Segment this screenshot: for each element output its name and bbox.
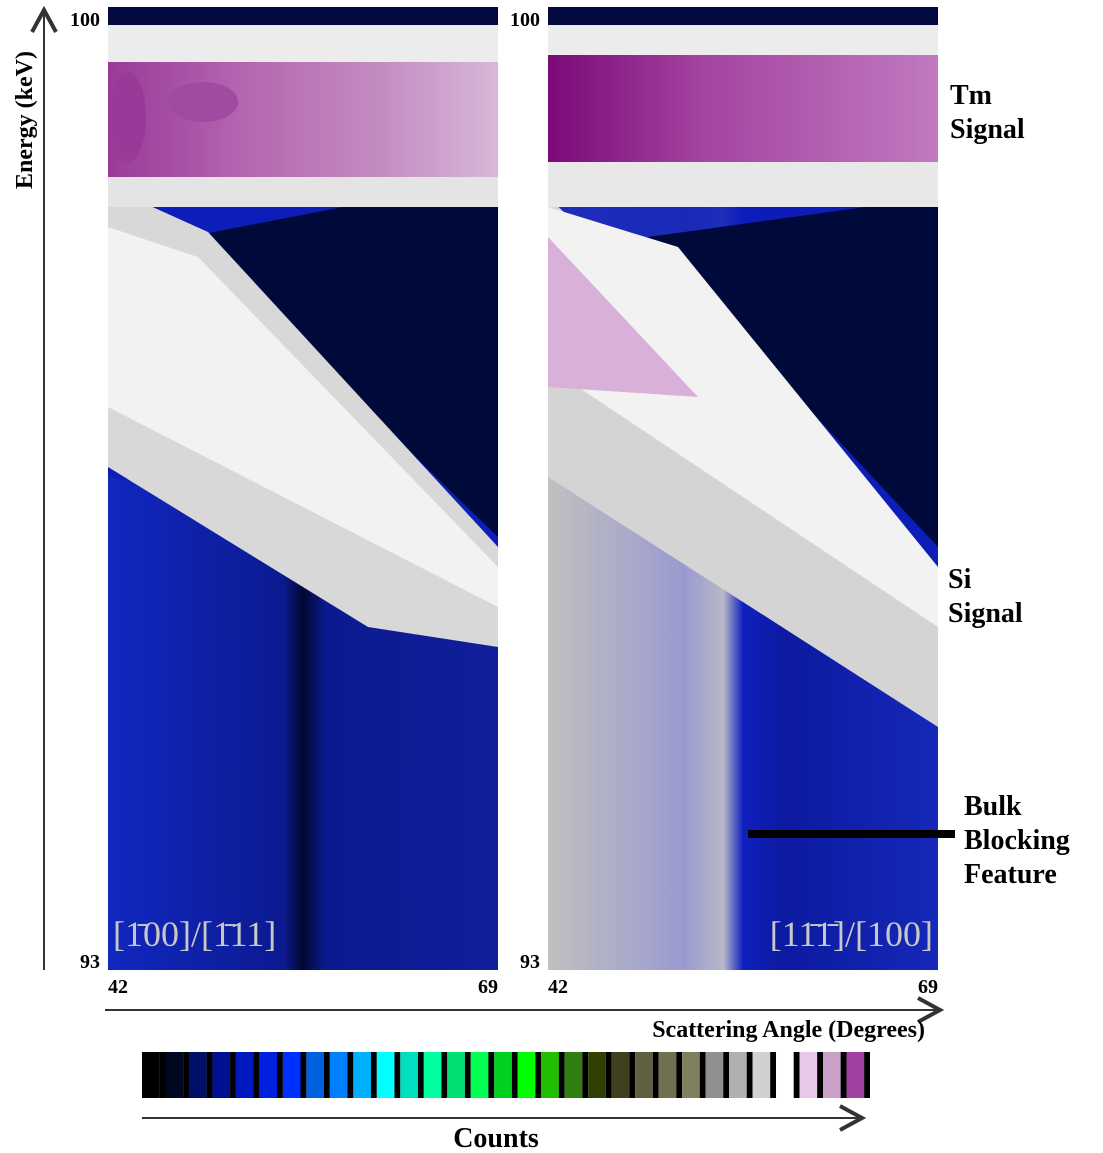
colorbar-gap — [535, 1052, 542, 1098]
panel-label: [1̄00]/[1̄11] — [113, 914, 276, 954]
colorbar-swatch — [353, 1052, 371, 1098]
colorbar-swatch — [400, 1052, 418, 1098]
colorbar-gap — [793, 1052, 800, 1098]
x-left-label: 42 — [548, 976, 568, 998]
y-bottom-label: 93 — [520, 951, 540, 973]
heatmap-left — [108, 7, 498, 970]
panel-label: [11̄1̄]/[100] — [770, 914, 933, 954]
annotation: Signal — [950, 114, 1025, 145]
colorbar-swatch — [423, 1052, 442, 1098]
colorbar-gap — [770, 1052, 777, 1098]
colorbar-swatch — [658, 1052, 677, 1098]
colorbar-gap — [488, 1052, 495, 1098]
colorbar-swatch — [376, 1052, 395, 1098]
colorbar-swatch — [329, 1052, 348, 1098]
y-top-label: 100 — [70, 9, 100, 31]
colorbar-swatch — [705, 1052, 724, 1098]
colorbar-gap — [864, 1052, 870, 1098]
colorbar-swatch — [846, 1052, 865, 1098]
colorbar-gap — [183, 1052, 189, 1098]
colorbar-gap — [300, 1052, 307, 1098]
colorbar-swatch — [470, 1052, 489, 1098]
colorbar-gap — [817, 1052, 824, 1098]
colorbar-gap — [746, 1052, 753, 1098]
colorbar-gap — [253, 1052, 260, 1098]
colorbar-gap — [394, 1052, 401, 1098]
colorbar-swatch — [142, 1052, 160, 1098]
colorbar — [142, 1052, 870, 1098]
colorbar-swatch — [729, 1052, 747, 1098]
colorbar-gap — [277, 1052, 283, 1098]
colorbar-gap — [511, 1052, 518, 1098]
colorbar-gap — [347, 1052, 354, 1098]
colorbar-swatch — [635, 1052, 653, 1098]
colorbar-gap — [159, 1052, 166, 1098]
annotation: Feature — [964, 859, 1057, 890]
y-axis-title: Energy (keV) — [12, 51, 38, 189]
colorbar-swatch — [447, 1052, 465, 1098]
colorbar-swatch — [541, 1052, 559, 1098]
colorbar-gap — [699, 1052, 706, 1098]
colorbar-gap — [723, 1052, 730, 1098]
colorbar-swatch — [517, 1052, 536, 1098]
colorbar-swatch — [259, 1052, 278, 1098]
colorbar-swatch — [823, 1052, 841, 1098]
y-bottom-label: 93 — [80, 951, 100, 973]
colorbar-swatch — [564, 1052, 583, 1098]
colorbar-gap — [629, 1052, 636, 1098]
colorbar-gap — [676, 1052, 683, 1098]
colorbar-swatch — [165, 1052, 184, 1098]
colorbar-swatch — [588, 1052, 606, 1098]
colorbar-gap — [417, 1052, 424, 1098]
colorbar-swatch — [776, 1052, 794, 1098]
y-top-label: 100 — [510, 9, 540, 31]
colorbar-swatch — [306, 1052, 324, 1098]
colorbar-swatch — [752, 1052, 771, 1098]
colorbar-swatch — [212, 1052, 231, 1098]
x-right-label: 69 — [918, 976, 938, 998]
x-left-label: 42 — [108, 976, 128, 998]
colorbar-title: Counts — [453, 1123, 539, 1153]
colorbar-swatch — [494, 1052, 512, 1098]
colorbar-swatch — [235, 1052, 254, 1098]
x-right-label: 69 — [478, 976, 498, 998]
colorbar-swatch — [188, 1052, 207, 1098]
colorbar-gap — [652, 1052, 659, 1098]
colorbar-gap — [582, 1052, 589, 1098]
colorbar-swatch — [682, 1052, 700, 1098]
feature-pointer — [748, 830, 955, 838]
colorbar-gap — [230, 1052, 236, 1098]
colorbar-gap — [370, 1052, 377, 1098]
colorbar-gap — [441, 1052, 448, 1098]
colorbar-gap — [558, 1052, 565, 1098]
heatmap-right — [548, 7, 938, 970]
annotation: Blocking — [964, 825, 1070, 856]
colorbar-swatch — [282, 1052, 301, 1098]
colorbar-gap — [605, 1052, 612, 1098]
colorbar-gap — [206, 1052, 213, 1098]
annotation: Bulk — [964, 791, 1022, 822]
colorbar-gap — [464, 1052, 471, 1098]
colorbar-gap — [324, 1052, 330, 1098]
annotation: Signal — [948, 598, 1023, 629]
x-axis-title: Scattering Angle (Degrees) — [652, 1017, 925, 1043]
annotation: Si — [948, 564, 972, 595]
colorbar-swatch — [799, 1052, 818, 1098]
annotation: Tm — [950, 80, 992, 111]
colorbar-gap — [840, 1052, 847, 1098]
colorbar-swatch — [611, 1052, 630, 1098]
